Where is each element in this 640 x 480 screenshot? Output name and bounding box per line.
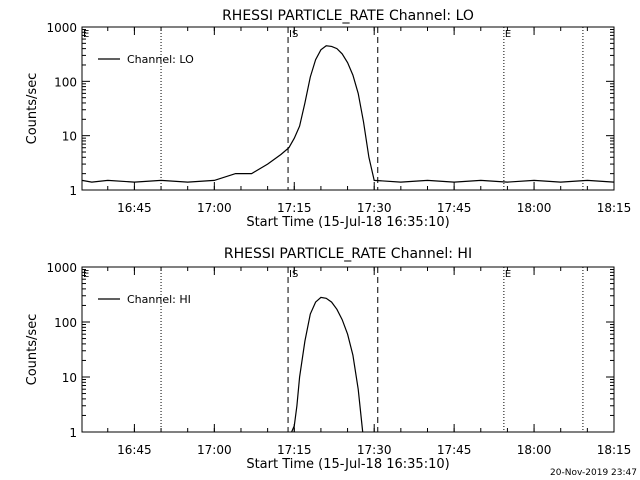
x-axis-label: Start Time (15-Jul-18 16:35:10) [246,457,449,472]
x-tick-label: 18:15 [597,201,632,215]
y-tick-label: 1 [69,184,77,198]
x-tick-label: 17:30 [357,443,392,457]
y-tick-label: 1000 [46,21,77,35]
event-marker-label: IS [289,269,298,280]
x-tick-label: 17:00 [197,443,232,457]
y-tick-label: 1 [69,426,77,440]
x-tick-label: 17:15 [277,443,312,457]
event-marker-label: E [505,269,511,280]
plot-frame [81,26,615,191]
x-tick-label: 18:00 [517,443,552,457]
panel-hi: RHESSI PARTICLE_RATE Channel: HI 1 10 100 10… [25,246,631,472]
y-tick-label: 1000 [46,261,77,275]
event-marker-label: E [83,269,89,280]
x-tick-label: 17:45 [437,443,472,457]
event-marker-label: E [505,29,511,40]
x-tick-label: 18:15 [597,443,632,457]
x-tick-label: 17:30 [357,201,392,215]
panel-lo: RHESSI PARTICLE_RATE Channel: LO 1 10 100 10… [25,8,631,230]
y-tick-label: 10 [62,130,77,144]
legend-entry: Channel: HI [127,293,191,306]
x-tick-label: 17:45 [437,201,472,215]
event-marker-label: E [83,29,89,40]
chart-title: RHESSI PARTICLE_RATE Channel: HI [224,246,472,262]
x-tick-label: 16:45 [117,443,152,457]
y-axis-label: Counts/sec [25,73,40,145]
x-tick-label: 17:15 [277,201,312,215]
chart-title: RHESSI PARTICLE_RATE Channel: LO [222,8,474,24]
legend-entry: Channel: LO [127,53,194,66]
y-tick-label: 10 [62,371,77,385]
x-axis-label: Start Time (15-Jul-18 16:35:10) [246,215,449,230]
x-tick-label: 17:00 [197,201,232,215]
footer-timestamp: 20-Nov-2019 23:47 [550,468,637,478]
y-tick-label: 100 [54,316,77,330]
plot-frame [81,266,615,433]
x-tick-label: 18:00 [517,201,552,215]
series-line [81,45,615,183]
series-line [291,296,364,433]
y-axis-label: Counts/sec [25,314,40,386]
event-marker-label: IS [289,29,298,40]
y-tick-label: 100 [54,75,77,89]
x-tick-label: 16:45 [117,201,152,215]
